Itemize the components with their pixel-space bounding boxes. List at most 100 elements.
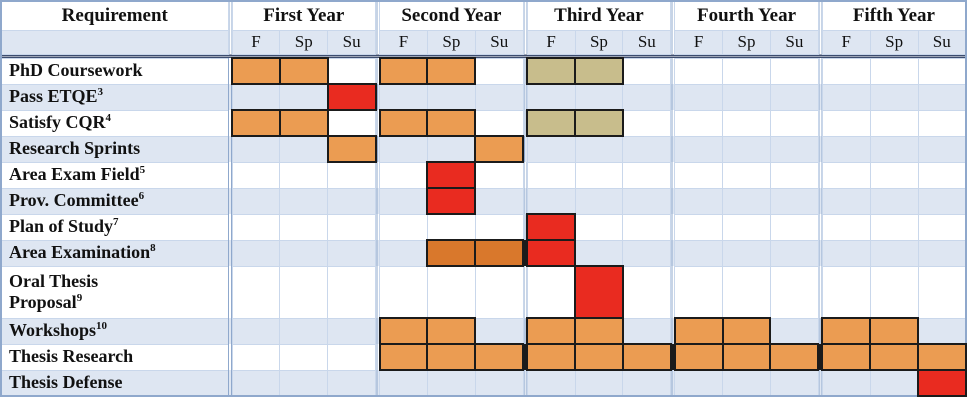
schedule-cell [821, 213, 871, 241]
term-header-su-y5: Su [917, 29, 967, 55]
year-separator [523, 30, 528, 54]
header-divider-row [1, 54, 966, 58]
schedule-cell [821, 239, 871, 267]
table-row: Research Sprints [1, 135, 967, 163]
year-header-1: First Year [231, 0, 377, 31]
schedule-cell [279, 83, 329, 111]
year-separator [523, 344, 528, 370]
schedule-cell [327, 317, 377, 345]
row-label: Thesis Research [1, 343, 228, 371]
year-separator [523, 58, 528, 84]
schedule-cell [622, 239, 672, 267]
year-separator [228, 136, 232, 162]
schedule-cell [279, 343, 329, 371]
schedule-cell [722, 109, 771, 137]
row-label-text: Workshops [9, 320, 97, 341]
table-row: Area Examination8 [1, 239, 967, 267]
schedule-cell-filled [426, 187, 477, 215]
year-separator [228, 240, 232, 266]
table-row: Oral Thesis Proposal9 [1, 265, 967, 319]
schedule-cell [821, 135, 871, 163]
year-separator [818, 84, 823, 110]
year-separator [818, 240, 823, 266]
schedule-cell [622, 369, 672, 397]
row-label: PhD Coursework [1, 57, 228, 85]
year-separator [670, 58, 675, 84]
term-header-f-y2: F [379, 29, 428, 55]
schedule-cell-filled [426, 161, 477, 189]
schedule-cell-filled [821, 343, 872, 371]
schedule-cell [474, 369, 524, 397]
year-separator [523, 240, 528, 266]
year-separator [523, 266, 528, 318]
schedule-cell [769, 369, 819, 397]
schedule-cell [769, 317, 819, 345]
row-label-text: Oral Thesis [9, 271, 99, 292]
schedule-cell [869, 213, 919, 241]
term-header-su-y3: Su [622, 29, 672, 55]
schedule-cell-filled [721, 343, 772, 371]
schedule-cell [279, 369, 329, 397]
schedule-cell-filled [526, 109, 577, 137]
row-label: Research Sprints [1, 135, 228, 163]
row-label: Area Examination8 [1, 239, 228, 267]
schedule-cell [574, 161, 624, 189]
table-row: PhD Coursework [1, 57, 967, 85]
schedule-cell [869, 135, 919, 163]
year-separator [670, 110, 675, 136]
schedule-cell-filled [378, 343, 429, 371]
row-label-text: Area Examination [9, 242, 151, 263]
schedule-cell [279, 317, 329, 345]
year-separator [375, 162, 380, 188]
schedule-cell [622, 213, 672, 241]
table-head: Requirement First Year Second Year Third Ye… [0, 0, 967, 58]
year-separator [523, 214, 528, 240]
schedule-cell [231, 213, 281, 241]
term-header-su-y4: Su [769, 29, 819, 55]
schedule-cell [769, 161, 819, 189]
schedule-cell [379, 187, 428, 215]
row-label-superscript: 7 [113, 216, 119, 229]
schedule-cell [869, 57, 919, 85]
schedule-cell [722, 187, 771, 215]
year-separator [228, 1, 232, 30]
schedule-cell [231, 369, 281, 397]
year-separator [375, 266, 380, 318]
schedule-cell [327, 161, 377, 189]
requirement-header: Requirement [0, 0, 229, 31]
row-label-superscript: 10 [96, 320, 108, 333]
schedule-cell [622, 187, 672, 215]
schedule-cell [231, 239, 281, 267]
schedule-cell [722, 57, 771, 85]
schedule-cell [327, 213, 377, 241]
year-separator [228, 344, 232, 370]
schedule-cell-filled [821, 317, 872, 345]
schedule-cell [821, 161, 871, 189]
schedule-cell [426, 369, 476, 397]
year-separator [670, 370, 675, 396]
year-separator [818, 110, 823, 136]
schedule-cell-filled [378, 57, 429, 85]
year-separator [228, 370, 232, 396]
year-separator [818, 162, 823, 188]
schedule-cell [622, 135, 672, 163]
year-separator [818, 266, 823, 318]
schedule-cell [769, 57, 819, 85]
schedule-cell-filled [574, 317, 624, 345]
year-separator [670, 162, 675, 188]
table-row: Plan of Study7 [1, 213, 967, 241]
term-header-sp-y1: Sp [279, 29, 329, 55]
year-separator [670, 240, 675, 266]
schedule-cell-filled [526, 239, 577, 267]
schedule-cell-filled [378, 317, 429, 345]
schedule-cell [917, 135, 967, 163]
schedule-cell [869, 369, 919, 397]
schedule-cell [917, 83, 967, 111]
row-label-text: Area Exam Field [9, 164, 140, 185]
schedule-cell [674, 187, 724, 215]
schedule-cell [674, 369, 724, 397]
year-separator [670, 344, 675, 370]
schedule-cell-filled [426, 239, 477, 267]
schedule-cell [769, 239, 819, 267]
schedule-cell [821, 83, 871, 111]
